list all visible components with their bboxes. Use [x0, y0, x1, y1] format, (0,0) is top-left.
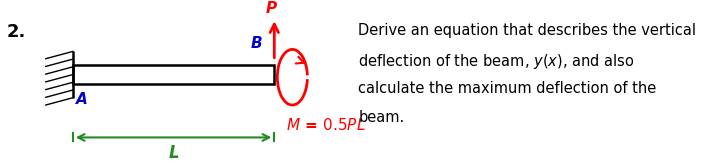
Text: Derive an equation that describes the vertical: Derive an equation that describes the ve…	[359, 23, 697, 38]
Text: 2.: 2.	[6, 23, 26, 41]
Text: A: A	[76, 92, 87, 107]
Text: L: L	[168, 144, 179, 162]
Text: deflection of the beam, $y(x)$, and also: deflection of the beam, $y(x)$, and also	[359, 52, 635, 71]
Text: B: B	[251, 36, 262, 51]
Text: $M$ = $0.5PL$: $M$ = $0.5PL$	[286, 117, 366, 133]
Text: beam.: beam.	[359, 110, 405, 125]
Text: calculate the maximum deflection of the: calculate the maximum deflection of the	[359, 81, 657, 96]
Text: P: P	[266, 1, 276, 16]
